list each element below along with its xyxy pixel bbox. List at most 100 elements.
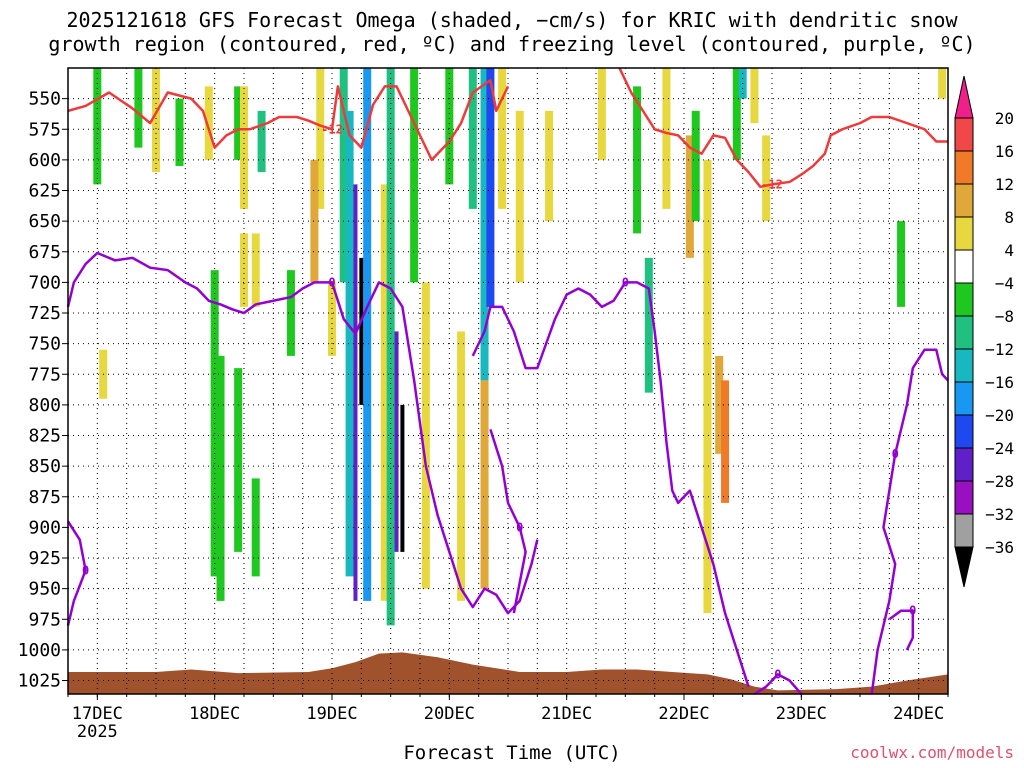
omega-cell bbox=[750, 68, 759, 124]
freezing-contour-label: 0 bbox=[516, 520, 523, 534]
colorbar-swatch bbox=[954, 381, 974, 416]
omega-cell bbox=[363, 68, 372, 601]
omega-cell bbox=[204, 86, 213, 160]
x-tick-label: 19DEC bbox=[306, 704, 357, 724]
colorbar-label: 16 bbox=[995, 142, 1014, 161]
x-axis-label: Forecast Time (UTC) bbox=[403, 742, 621, 764]
omega-cell bbox=[691, 110, 700, 222]
freezing-contour bbox=[888, 609, 915, 651]
omega-cell bbox=[339, 68, 348, 283]
x-tick-label: 21DEC bbox=[541, 704, 592, 724]
omega-cell bbox=[93, 68, 102, 185]
omega-cell bbox=[938, 68, 947, 99]
omega-cell bbox=[410, 68, 419, 283]
y-tick-label: 700 bbox=[28, 272, 61, 293]
omega-cell bbox=[498, 68, 507, 209]
y-tick-label: 550 bbox=[28, 89, 61, 110]
x-tick-label: 18DEC bbox=[189, 704, 240, 724]
colorbar-swatch bbox=[954, 150, 974, 185]
colorbar-label: −16 bbox=[985, 373, 1014, 392]
dgz-contour-label: -12 bbox=[321, 122, 343, 136]
colorbar-swatch bbox=[954, 282, 974, 317]
y-tick-label: 875 bbox=[28, 487, 61, 508]
omega-cell bbox=[597, 68, 606, 160]
colorbar-label: −4 bbox=[995, 274, 1014, 293]
colorbar-label: −28 bbox=[985, 472, 1014, 491]
x-tick-label: 24DEC bbox=[893, 704, 944, 724]
omega-cell bbox=[633, 86, 642, 234]
freezing-contour bbox=[66, 520, 87, 626]
colorbar-top-arrow bbox=[954, 75, 974, 119]
y-tick-label: 1000 bbox=[18, 640, 61, 661]
omega-cell bbox=[421, 282, 430, 589]
omega-cell bbox=[134, 68, 143, 148]
omega-cell bbox=[394, 331, 399, 552]
freezing-contour-label: 0 bbox=[892, 447, 899, 461]
freezing-contour-label: 0 bbox=[774, 667, 781, 681]
colorbar-swatch bbox=[954, 216, 974, 251]
y-tick-label: 925 bbox=[28, 548, 61, 569]
y-tick-label: 625 bbox=[28, 181, 61, 202]
credit-text: coolwx.com/models bbox=[850, 743, 1014, 762]
omega-cell bbox=[445, 68, 454, 185]
omega-cell bbox=[644, 257, 653, 393]
omega-cell bbox=[286, 270, 295, 356]
colorbar-label: 4 bbox=[1004, 241, 1014, 260]
omega-cell bbox=[685, 135, 694, 258]
y-tick-label: 850 bbox=[28, 456, 61, 477]
y-tick-label: 800 bbox=[28, 395, 61, 416]
freezing-contour bbox=[870, 348, 949, 695]
omega-cell bbox=[545, 110, 554, 222]
y-tick-label: 600 bbox=[28, 150, 61, 171]
freezing-contour bbox=[66, 251, 539, 615]
omega-cell bbox=[353, 184, 358, 601]
y-tick-label: 675 bbox=[28, 242, 61, 263]
omega-cell bbox=[310, 159, 319, 283]
x-year-label: 2025 bbox=[77, 722, 118, 742]
omega-cell bbox=[762, 135, 771, 222]
colorbar-swatch bbox=[954, 249, 974, 284]
omega-cell bbox=[480, 380, 489, 589]
dgz-contour bbox=[67, 79, 510, 162]
dgz-contour-label: -12 bbox=[761, 177, 783, 191]
omega-cell bbox=[486, 68, 495, 307]
omega-cell bbox=[732, 68, 741, 160]
omega-cell bbox=[234, 368, 243, 552]
colorbar-swatch bbox=[954, 414, 974, 449]
colorbar-label: −32 bbox=[985, 505, 1014, 524]
y-tick-label: 725 bbox=[28, 303, 61, 324]
colorbar-swatch bbox=[954, 315, 974, 350]
colorbar-swatch bbox=[954, 348, 974, 383]
freezing-contour bbox=[489, 429, 527, 614]
y-tick-label: 650 bbox=[28, 211, 61, 232]
colorbar-swatch bbox=[954, 513, 974, 548]
colorbar-label: −36 bbox=[985, 538, 1014, 557]
omega-cell bbox=[234, 86, 243, 160]
y-tick-label: 950 bbox=[28, 579, 61, 600]
freezing-contour-label: 0 bbox=[622, 275, 629, 289]
x-tick-label: 17DEC bbox=[72, 704, 123, 724]
omega-cell bbox=[715, 355, 724, 454]
y-tick-label: 825 bbox=[28, 426, 61, 447]
y-tick-label: 975 bbox=[28, 609, 61, 630]
contours: -12 -12 0 0 0 0 0 0 0 bbox=[66, 67, 949, 696]
x-tick-label: 23DEC bbox=[776, 704, 827, 724]
y-tick-label: 1025 bbox=[18, 671, 61, 692]
freezing-contour bbox=[471, 281, 750, 688]
omega-cell bbox=[359, 257, 364, 405]
y-tick-label: 775 bbox=[28, 364, 61, 385]
omega-cell bbox=[251, 233, 260, 307]
x-tick-label: 22DEC bbox=[658, 704, 709, 724]
y-tick-label: 575 bbox=[28, 119, 61, 140]
omega-cell bbox=[328, 282, 336, 356]
freezing-contour-label: 0 bbox=[328, 275, 335, 289]
omega-cell bbox=[515, 110, 524, 283]
colorbar-swatch bbox=[954, 117, 974, 152]
colorbar-bottom-arrow bbox=[954, 546, 974, 588]
colorbar-swatch bbox=[954, 447, 974, 482]
y-tick-label: 750 bbox=[28, 334, 61, 355]
x-tick-label: 20DEC bbox=[424, 704, 475, 724]
omega-cell bbox=[703, 159, 712, 614]
chart-title-line1: 2025121618 GFS Forecast Omega (shaded, −… bbox=[66, 8, 958, 32]
